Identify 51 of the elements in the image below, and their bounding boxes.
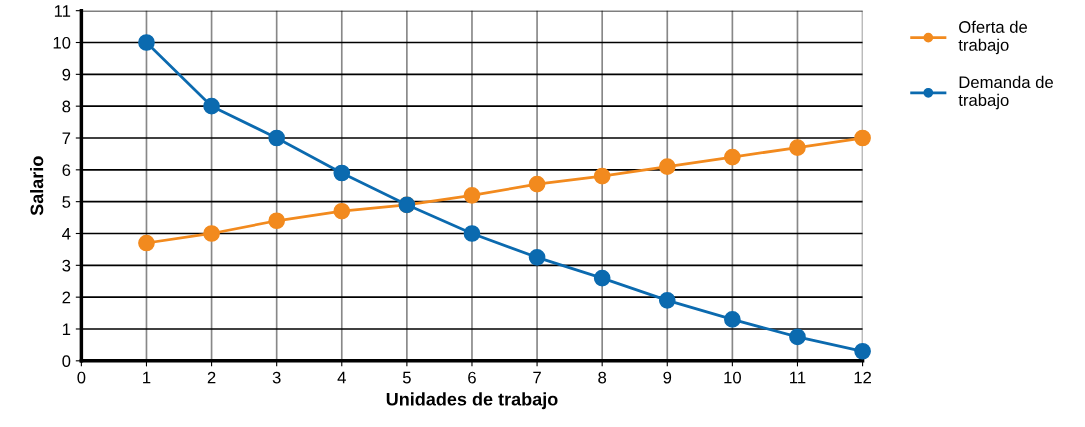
x-tick-label: 12 [854, 371, 872, 384]
y-axis-title: Salario [30, 156, 44, 216]
y-tick-label: 8 [62, 100, 71, 113]
point [333, 164, 351, 182]
point [593, 167, 611, 185]
x-tick-label: 3 [272, 371, 281, 384]
x-tick-label: 6 [468, 371, 476, 384]
point [138, 234, 155, 252]
y-tick-label: 6 [62, 164, 71, 177]
y-tick-label: 0 [62, 355, 71, 368]
point [203, 225, 220, 242]
y-tick-label: 9 [62, 68, 71, 81]
point [854, 342, 871, 360]
point [854, 129, 871, 147]
point [463, 186, 481, 204]
point [528, 175, 546, 193]
point [593, 269, 611, 287]
point [724, 311, 741, 328]
x-tick-label: 8 [598, 371, 607, 384]
point [268, 129, 286, 147]
point [528, 249, 546, 266]
y-tick-label: 5 [62, 196, 71, 208]
x-tick-label: 2 [207, 371, 216, 384]
point [333, 202, 351, 220]
x-tick-label: 5 [402, 371, 411, 384]
x-tick-label: 9 [663, 371, 672, 384]
x-tick-label: 10 [724, 371, 741, 384]
point [138, 34, 155, 51]
y-tick-label: 1 [62, 323, 71, 336]
x-tick-label: 11 [790, 371, 806, 384]
point [658, 158, 676, 175]
point [463, 225, 481, 242]
point [724, 148, 741, 166]
x-tick-label: 0 [77, 371, 86, 384]
y-tick-label: 7 [62, 132, 71, 145]
y-tick-label: 4 [62, 228, 71, 240]
point [789, 139, 806, 156]
x-tick-label: 4 [337, 371, 346, 384]
legend-label: Demanda de trabajo [958, 75, 1053, 110]
x-axis-title: Unidades de trabajo [386, 392, 558, 410]
x-tick-label: 7 [533, 371, 541, 384]
y-tick-label: 3 [62, 259, 71, 272]
x-tick-label: 1 [143, 371, 151, 384]
point [658, 292, 676, 309]
point [268, 212, 286, 230]
y-tick-label: 11 [54, 5, 71, 17]
point [203, 97, 220, 115]
legend-label: Oferta de trabajo [958, 20, 1028, 55]
y-tick-label: 2 [62, 291, 71, 304]
point [789, 328, 806, 346]
y-tick-label: 10 [53, 36, 71, 49]
